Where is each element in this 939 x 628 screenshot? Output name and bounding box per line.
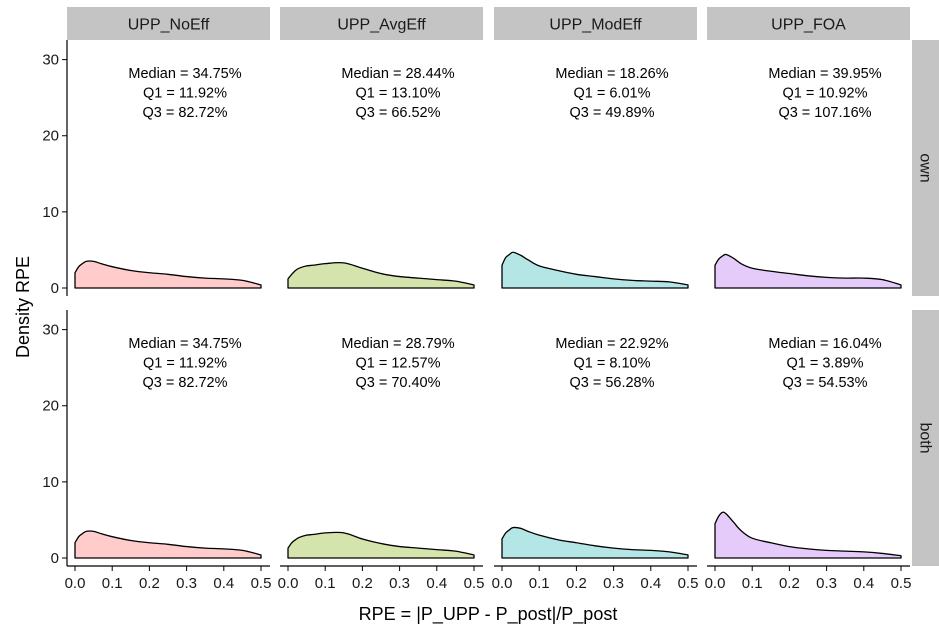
- x-tick-label: 0.5: [251, 575, 272, 592]
- y-tick-label: 10: [42, 474, 59, 491]
- row-strip: [912, 310, 939, 566]
- row-strip-label: both: [917, 422, 934, 453]
- x-tick-label: 0.3: [603, 575, 624, 592]
- stat-annotation: Q3 = 82.72%: [142, 375, 227, 391]
- stat-annotation: Q1 = 3.89%: [787, 356, 864, 372]
- x-axis-title: RPE = |P_UPP - P_post|/P_post: [359, 604, 618, 625]
- density-area: [287, 261, 475, 289]
- x-tick-label: 0.3: [176, 575, 197, 592]
- x-tick-label: 0.5: [464, 575, 485, 592]
- stat-annotation: Median = 34.75%: [128, 336, 241, 352]
- y-tick-label: 10: [42, 204, 59, 221]
- x-tick-label: 0.0: [705, 575, 726, 592]
- stat-annotation: Median = 22.92%: [555, 336, 668, 352]
- column-strip-label: UPP_AvgEff: [337, 17, 426, 34]
- x-tick-label: 0.0: [492, 575, 513, 592]
- stat-annotation: Q1 = 11.92%: [143, 356, 227, 372]
- x-tick-label: 0.3: [389, 575, 410, 592]
- stat-annotation: Q3 = 82.72%: [142, 105, 227, 121]
- x-tick-label: 0.4: [213, 575, 234, 592]
- x-tick-label: 0.0: [65, 575, 86, 592]
- x-tick-label: 0.1: [315, 575, 336, 592]
- density-area: [501, 251, 689, 289]
- density-area: [74, 260, 262, 289]
- column-strip-label: UPP_FOA: [771, 17, 846, 34]
- density-area: [501, 526, 689, 559]
- x-tick-label: 0.1: [529, 575, 550, 592]
- x-tick-label: 0.2: [352, 575, 373, 592]
- x-tick-label: 0.2: [139, 575, 160, 592]
- x-tick-label: 0.1: [742, 575, 763, 592]
- column-strip-label: UPP_NoEff: [128, 17, 210, 34]
- density-area: [74, 530, 262, 559]
- x-tick-label: 0.1: [102, 575, 123, 592]
- y-tick-label: 20: [42, 398, 59, 415]
- stat-annotation: Q3 = 66.52%: [355, 105, 440, 121]
- row-strip: [912, 40, 939, 296]
- column-strip: [280, 7, 483, 40]
- x-tick-label: 0.4: [853, 575, 874, 592]
- stat-annotation: Median = 16.04%: [768, 336, 881, 352]
- stat-annotation: Q1 = 11.92%: [143, 86, 227, 102]
- y-tick-label: 20: [42, 128, 59, 145]
- stat-annotation: Q1 = 8.10%: [574, 356, 651, 372]
- x-tick-label: 0.3: [816, 575, 837, 592]
- stat-annotation: Q3 = 107.16%: [778, 105, 871, 121]
- stat-annotation: Q3 = 49.89%: [569, 105, 654, 121]
- stat-annotation: Q1 = 10.92%: [782, 86, 867, 102]
- y-tick-label: 30: [42, 52, 59, 69]
- x-tick-label: 0.4: [426, 575, 447, 592]
- stat-annotation: Q3 = 54.53%: [782, 375, 867, 391]
- x-tick-label: 0.5: [891, 575, 912, 592]
- density-area: [287, 531, 475, 559]
- y-tick-label: 0: [51, 280, 59, 297]
- x-tick-label: 0.2: [566, 575, 587, 592]
- stat-annotation: Median = 34.75%: [128, 66, 241, 82]
- column-strip-label: UPP_ModEff: [549, 17, 642, 34]
- column-strip: [707, 7, 910, 40]
- y-tick-label: 30: [42, 322, 59, 339]
- density-area: [714, 253, 902, 289]
- stat-annotation: Median = 18.26%: [555, 66, 668, 82]
- row-strip-label: own: [917, 153, 934, 182]
- y-axis-title: Density RPE: [13, 256, 33, 358]
- stat-annotation: Median = 39.95%: [768, 66, 881, 82]
- y-tick-label: 0: [51, 550, 59, 567]
- column-strip: [494, 7, 697, 40]
- column-strip: [67, 7, 270, 40]
- x-tick-label: 0.0: [278, 575, 299, 592]
- stat-annotation: Median = 28.79%: [341, 336, 454, 352]
- x-tick-label: 0.2: [779, 575, 800, 592]
- stat-annotation: Q3 = 56.28%: [569, 375, 654, 391]
- stat-annotation: Q1 = 12.57%: [355, 356, 440, 372]
- x-tick-label: 0.5: [678, 575, 699, 592]
- x-tick-label: 0.4: [640, 575, 661, 592]
- stat-annotation: Q1 = 6.01%: [574, 86, 651, 102]
- density-area: [714, 511, 902, 559]
- stat-annotation: Q3 = 70.40%: [355, 375, 440, 391]
- stat-annotation: Q1 = 13.10%: [355, 86, 440, 102]
- stat-annotation: Median = 28.44%: [341, 66, 454, 82]
